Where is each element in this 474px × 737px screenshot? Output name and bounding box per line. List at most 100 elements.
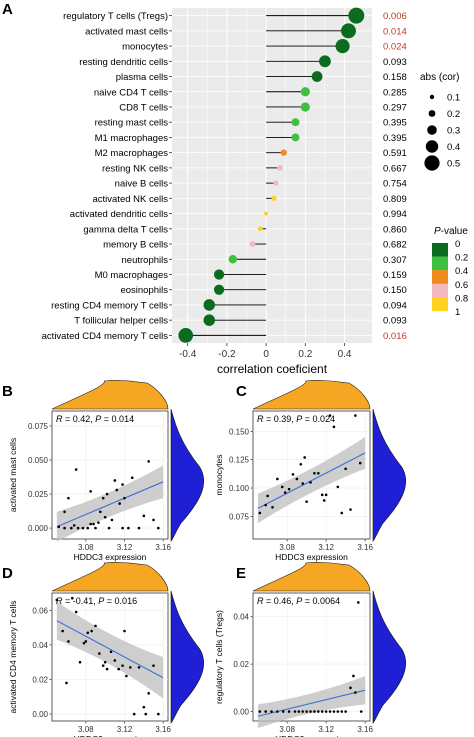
p-value-label: 0.014 xyxy=(383,26,407,37)
data-point xyxy=(287,710,291,713)
p-value-label: 0.307 xyxy=(383,255,407,266)
legend-size-dot xyxy=(428,110,436,117)
data-point xyxy=(99,510,102,514)
y-tick-label: 0.02 xyxy=(32,675,48,684)
data-point xyxy=(110,518,114,522)
y-axis-title: monocytes xyxy=(214,454,224,495)
marginal-density-y xyxy=(372,590,407,724)
x-tick-label: 3.08 xyxy=(78,543,94,552)
data-point xyxy=(280,485,284,489)
category-label: plasma cells xyxy=(116,72,169,83)
lollipop-dot xyxy=(271,195,277,201)
y-tick-label: 0.075 xyxy=(28,422,49,431)
data-point xyxy=(301,482,305,485)
data-point xyxy=(152,664,155,667)
panel-label-d: D xyxy=(2,565,13,582)
correlation-annotation: R = 0.42, P = 0.014 xyxy=(56,414,134,424)
data-point xyxy=(121,483,124,486)
x-tick-label: 3.16 xyxy=(357,543,373,552)
regression-line xyxy=(56,620,164,679)
x-axis-title: HDDC3 expression xyxy=(275,734,348,737)
legend-color-label: 0.2 xyxy=(455,253,468,264)
lollipop-dot xyxy=(273,180,279,186)
annotation-p-label: P xyxy=(98,596,104,606)
data-point xyxy=(303,456,306,459)
data-point xyxy=(258,511,262,515)
data-point xyxy=(129,666,132,669)
data-point xyxy=(305,710,308,713)
p-value-label: 0.093 xyxy=(383,316,407,327)
category-label: eosinophils xyxy=(120,285,168,296)
data-point xyxy=(137,526,141,530)
lollipop-dot xyxy=(276,164,283,171)
x-axis-title: HDDC3 expression xyxy=(74,552,147,562)
x-tick-label: 3.16 xyxy=(357,725,373,734)
lollipop-dot xyxy=(291,118,300,127)
data-point xyxy=(97,521,100,524)
data-point xyxy=(107,526,111,530)
data-point xyxy=(63,510,66,514)
data-point xyxy=(157,712,160,716)
data-point xyxy=(72,524,76,527)
annotation-p-value: = 0.0064 xyxy=(302,596,340,606)
annotation-p-value: = 0.016 xyxy=(104,596,137,606)
p-value-label: 0.285 xyxy=(383,87,407,98)
data-point xyxy=(142,705,146,709)
data-point xyxy=(121,664,124,667)
correlation-annotation: R = 0.46, P = 0.0064 xyxy=(257,596,340,606)
confidence-band xyxy=(56,601,164,699)
data-point xyxy=(344,467,347,471)
data-point xyxy=(270,710,273,713)
scatter-panel-b: R = 0.42, P = 0.014 3.08 3.12 3.16 0.000 0.02… xyxy=(8,380,205,562)
y-axis-title: activated CD4 memory T cells xyxy=(8,600,18,713)
x-tick-label: 3.12 xyxy=(318,543,334,552)
data-point xyxy=(349,686,352,690)
data-point xyxy=(78,660,82,664)
data-point xyxy=(320,493,324,497)
data-point xyxy=(328,414,332,417)
p-value-label: 0.682 xyxy=(383,240,407,251)
y-tick-label: 0.050 xyxy=(28,456,49,465)
lollipop-dot xyxy=(213,284,225,295)
lollipop-dot xyxy=(348,7,365,24)
data-point xyxy=(89,490,92,493)
data-point xyxy=(301,710,305,713)
x-tick-label: 0.4 xyxy=(338,349,352,360)
category-label: M1 macrophages xyxy=(95,133,169,144)
lollipop-dot xyxy=(335,38,350,54)
y-tick-label: 0.04 xyxy=(32,641,48,650)
legend-size-label: 0.2 xyxy=(447,109,460,120)
data-point xyxy=(287,487,291,491)
lollipop-dot xyxy=(264,211,269,216)
y-tick-label: 0.150 xyxy=(229,427,250,436)
legend-size-dot xyxy=(424,155,440,171)
data-point xyxy=(152,518,155,522)
category-label: activated dendritic cells xyxy=(70,209,168,220)
legend-size-label: 0.5 xyxy=(447,159,460,170)
scatter-panel-e: R = 0.46, P = 0.0064 3.08 3.12 3.16 0.00 0.02… xyxy=(214,562,407,737)
regression-line xyxy=(257,452,366,509)
legend-size-title: abs (cor) xyxy=(420,72,459,83)
category-label: regulatory T cells (Tregs) xyxy=(63,11,168,22)
p-value-label: 0.158 xyxy=(383,72,407,83)
x-axis-title: correlation coeficient xyxy=(217,362,328,376)
p-value-label: 0.591 xyxy=(383,148,407,159)
panel-label-a: A xyxy=(2,1,13,18)
y-tick-label: 0.06 xyxy=(32,606,48,615)
data-point xyxy=(297,710,301,713)
legend-color-swatch xyxy=(432,243,448,257)
legend-p-value: P-value 0 0.2 0.4 0.6 0.8 1 xyxy=(432,226,468,318)
data-point xyxy=(305,500,308,503)
data-point xyxy=(264,503,267,507)
p-value-label: 0.667 xyxy=(383,163,407,174)
data-point xyxy=(354,691,357,694)
y-tick-label: 0.02 xyxy=(233,660,249,669)
annotation-r-value: = 0.46, xyxy=(264,596,297,606)
category-label: activated NK cells xyxy=(92,194,168,205)
lollipop-dot xyxy=(178,328,194,343)
data-point xyxy=(354,414,357,417)
data-point xyxy=(324,710,328,713)
data-point xyxy=(76,526,80,530)
x-tick-label: 3.08 xyxy=(78,725,94,734)
data-point xyxy=(324,493,328,497)
